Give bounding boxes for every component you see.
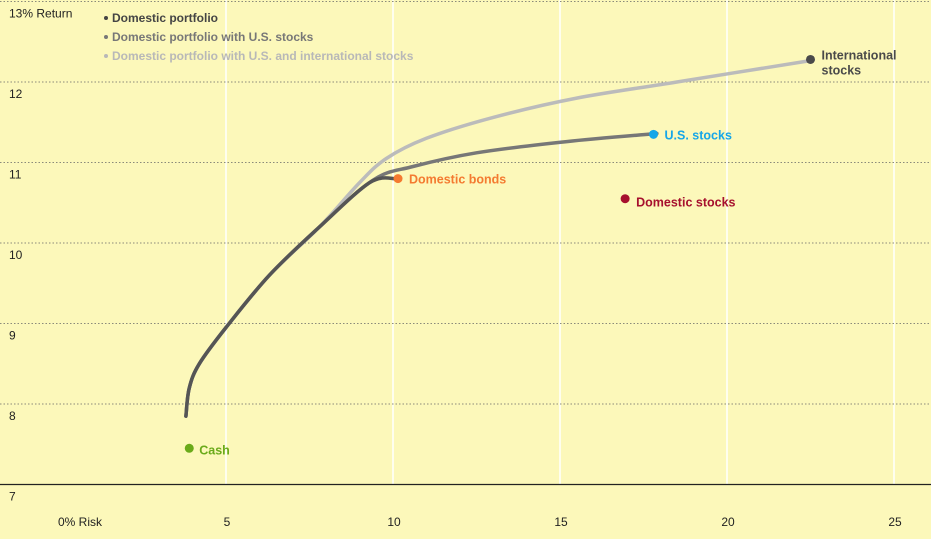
data-point-label: U.S. stocks [665,128,732,142]
x-tick-label: 5 [224,515,231,529]
y-tick-label: 7 [9,490,16,504]
series-line [184,59,809,418]
data-point-label-line: stocks [822,63,862,77]
series-line [184,176,399,418]
x-tick-label: 15 [554,515,568,529]
data-point [184,443,194,453]
legend-entry: Domestic portfolio with U.S. and interna… [112,49,414,63]
y-tick-label: 8 [9,409,16,423]
data-point [620,194,630,204]
data-point [649,129,659,139]
x-tick-label: 20 [721,515,735,529]
y-tick-label: 13% Return [9,7,72,21]
legend-marker [104,16,108,20]
data-point-label: International stocks [822,48,897,77]
y-tick-label: 9 [9,329,16,343]
y-tick-label: 10 [9,248,23,262]
legend-entry: Domestic portfolio with U.S. stocks [112,30,314,44]
data-point-label: Domestic bonds [409,173,506,187]
y-tick-label: 12 [9,87,23,101]
x-tick-label: 25 [888,515,902,529]
data-point-label: Domestic stocks [636,196,735,210]
data-point-label-line: International [822,48,897,62]
legend-entry: Domestic portfolio [112,11,218,25]
y-tick-label: 11 [9,168,22,182]
data-point [806,54,815,64]
data-point [393,174,403,184]
legend-marker [104,54,108,58]
data-point-label: Cash [199,443,230,457]
legend-marker [104,35,108,39]
x-tick-label: 10 [387,515,401,529]
x-tick-label: 0% Risk [58,515,103,529]
